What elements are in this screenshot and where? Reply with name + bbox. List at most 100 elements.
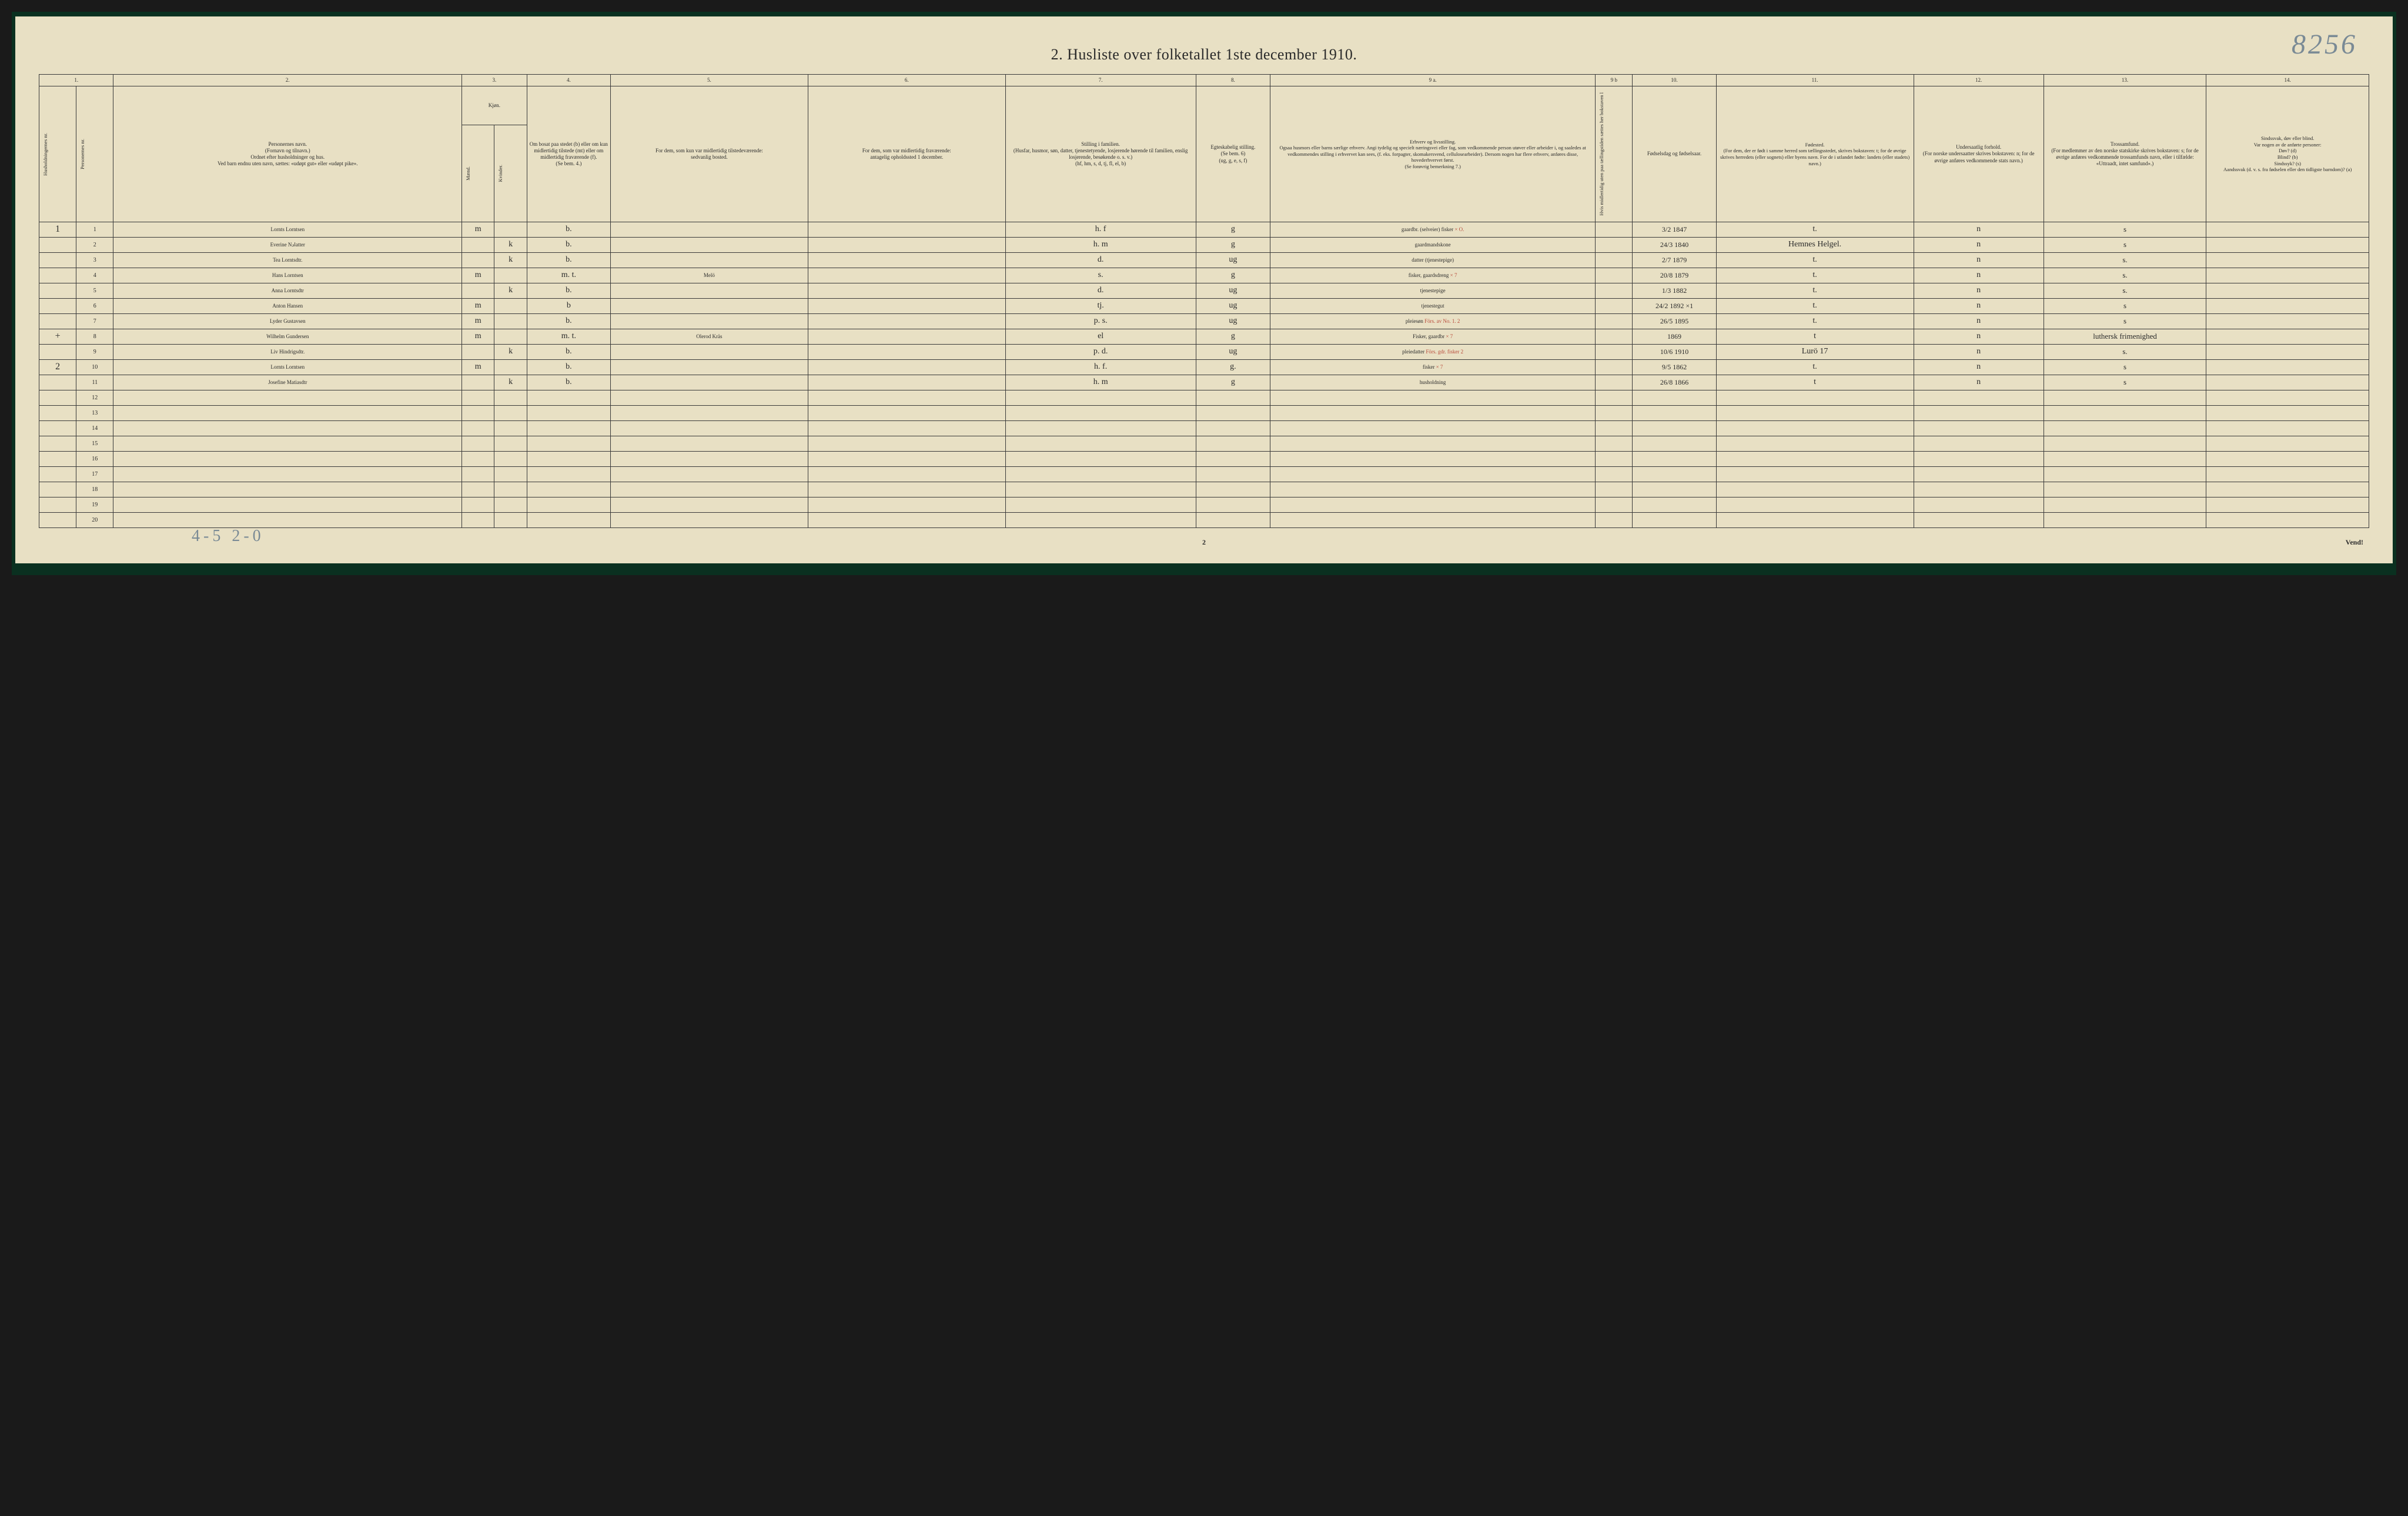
cell-marital: ug — [1196, 252, 1270, 268]
cell-sex-k — [494, 313, 527, 329]
cell-household-nr — [39, 344, 76, 359]
cell-religion: s. — [2044, 268, 2206, 283]
cell-religion: s — [2044, 298, 2206, 313]
cell-residence: b. — [527, 252, 610, 268]
cell-residence: m. t. — [527, 268, 610, 283]
cell-l — [1596, 298, 1633, 313]
cell-disability — [2206, 375, 2369, 390]
cell-sex-k — [494, 359, 527, 375]
cell-name: Tea Lorntsdtr. — [113, 252, 462, 268]
cell-family-pos: p. s. — [1005, 313, 1196, 329]
cell-l — [1596, 268, 1633, 283]
cell-residence: b. — [527, 283, 610, 298]
cell-disability — [2206, 237, 2369, 252]
cell-name: Anton Hansen — [113, 298, 462, 313]
cell-person-nr: 2 — [76, 237, 113, 252]
cell-occupation: husholdning — [1270, 375, 1596, 390]
cell-birthplace: t. — [1716, 313, 1914, 329]
cell-household-nr — [39, 482, 76, 497]
cell-residence: b. — [527, 344, 610, 359]
cell-l — [1596, 313, 1633, 329]
cell-l — [1596, 252, 1633, 268]
cell-nationality: n — [1914, 222, 2044, 237]
table-row: 7Lyder Gustavsenmb.p. s.ugpleiesøn Förs.… — [39, 313, 2369, 329]
cell-name: Josefine Matiasdtr — [113, 375, 462, 390]
cell-usual-residence — [610, 375, 808, 390]
cell-religion: s — [2044, 313, 2206, 329]
cell-nationality: n — [1914, 298, 2044, 313]
cell-usual-residence — [610, 283, 808, 298]
cell-family-pos: d. — [1005, 252, 1196, 268]
cell-away — [808, 222, 1005, 237]
cell-residence: m. t. — [527, 329, 610, 344]
table-body: 11Lornts Lorntsenmb.h. fggaardbr. (selve… — [39, 222, 2369, 527]
cell-sex-m: m — [462, 329, 494, 344]
census-page: 8256 2. Husliste over folketallet 1ste d… — [15, 16, 2393, 563]
cell-household-nr — [39, 512, 76, 527]
cell-family-pos: tj. — [1005, 298, 1196, 313]
cell-occupation: fisker, gaardsdreng × 7 — [1270, 268, 1596, 283]
cell-sex-m: m — [462, 359, 494, 375]
cell-birthplace: t — [1716, 329, 1914, 344]
h-person-nr: Personernes nr. — [76, 86, 113, 222]
cell-religion: s. — [2044, 344, 2206, 359]
cell-nationality: n — [1914, 359, 2044, 375]
cell-occupation: pleiedatter Förs. gdr. fisker 2 — [1270, 344, 1596, 359]
col-num: 12. — [1914, 75, 2044, 86]
cell-person-nr: 11 — [76, 375, 113, 390]
cell-usual-residence — [610, 313, 808, 329]
cell-family-pos: h. f. — [1005, 359, 1196, 375]
cell-usual-residence — [610, 298, 808, 313]
cell-occupation: datter (tjenestepige) — [1270, 252, 1596, 268]
cell-away — [808, 268, 1005, 283]
cell-l — [1596, 344, 1633, 359]
cell-family-pos: el — [1005, 329, 1196, 344]
cell-usual-residence: Melö — [610, 268, 808, 283]
cell-birthplace: Lurö 17 — [1716, 344, 1914, 359]
table-row-empty: 12 — [39, 390, 2369, 405]
cell-sex-k — [494, 222, 527, 237]
cell-name: Anna Lorntsdtr — [113, 283, 462, 298]
h-residence: Om bosat paa stedet (b) eller om kun mid… — [527, 86, 610, 222]
cell-away — [808, 283, 1005, 298]
cell-person-nr: 4 — [76, 268, 113, 283]
table-row: 11Josefine Matiasdtrkb.h. mghusholdning2… — [39, 375, 2369, 390]
cell-sex-k: k — [494, 344, 527, 359]
h-religion: Trossamfund. (For medlemmer av den norsk… — [2044, 86, 2206, 222]
col-num: 13. — [2044, 75, 2206, 86]
cell-l — [1596, 222, 1633, 237]
cell-sex-m: m — [462, 313, 494, 329]
table-row: 2Everine Nادatterkb.h. mggaardmandskone2… — [39, 237, 2369, 252]
col-num: 9 a. — [1270, 75, 1596, 86]
cell-household-nr — [39, 390, 76, 405]
cell-person-nr: 15 — [76, 436, 113, 451]
cell-occupation: Fisker, gaardbr × 7 — [1270, 329, 1596, 344]
cell-birthdate: 10/6 1910 — [1633, 344, 1716, 359]
cell-birthdate: 24/3 1840 — [1633, 237, 1716, 252]
cell-religion: s. — [2044, 252, 2206, 268]
page-title: 2. Husliste over folketallet 1ste decemb… — [39, 46, 2369, 64]
cell-household-nr — [39, 298, 76, 313]
cell-nationality: n — [1914, 237, 2044, 252]
cell-birthplace: t. — [1716, 252, 1914, 268]
cell-name: Everine Nادatter — [113, 237, 462, 252]
col-number-row: 1. 2. 3. 4. 5. 6. 7. 8. 9 a. 9 b 10. 11.… — [39, 75, 2369, 86]
cell-person-nr: 5 — [76, 283, 113, 298]
cell-household-nr — [39, 497, 76, 512]
turn-over-label: Vend! — [2346, 538, 2363, 547]
cell-sex-k: k — [494, 237, 527, 252]
cell-disability — [2206, 252, 2369, 268]
cell-sex-k — [494, 329, 527, 344]
table-row-empty: 16 — [39, 451, 2369, 466]
printed-page-number: 2 — [1202, 538, 1206, 547]
cell-marital: ug — [1196, 344, 1270, 359]
cell-marital: g — [1196, 237, 1270, 252]
h-birthplace: Fødested. (For dem, der er født i samme … — [1716, 86, 1914, 222]
cell-nationality: n — [1914, 344, 2044, 359]
cell-sex-m — [462, 252, 494, 268]
cell-person-nr: 19 — [76, 497, 113, 512]
cell-usual-residence — [610, 237, 808, 252]
col-num: 9 b — [1596, 75, 1633, 86]
cell-name: Liv Hindrigsdtr. — [113, 344, 462, 359]
table-row: +8Wilhelm Gundersenmm. t.Olerod KräselgF… — [39, 329, 2369, 344]
